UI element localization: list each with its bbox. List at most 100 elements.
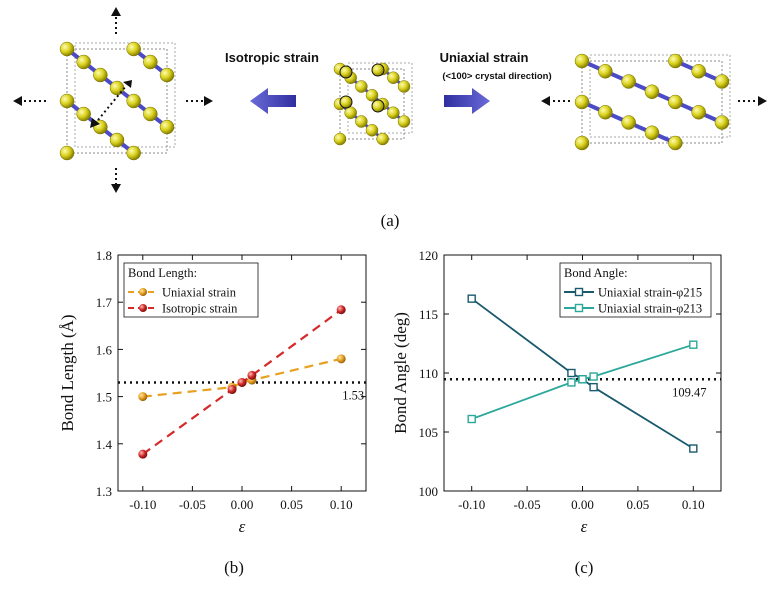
labeled-atom <box>371 99 385 113</box>
data-point <box>578 375 587 384</box>
atom <box>109 132 125 148</box>
atom <box>691 64 706 79</box>
atom <box>598 105 613 120</box>
data-point <box>138 449 148 459</box>
data-point <box>467 414 476 424</box>
data-point <box>138 392 148 402</box>
x-tick-label: 0.10 <box>682 497 705 512</box>
x-tick-label: 0.00 <box>231 497 254 512</box>
panel-label-a: (a) <box>381 211 400 230</box>
atom <box>668 135 683 151</box>
atom <box>598 64 613 79</box>
x-axis-label: ε <box>239 517 246 536</box>
atom <box>76 54 91 70</box>
x-tick-label: -0.05 <box>514 497 541 512</box>
atom <box>344 106 357 119</box>
atom <box>93 67 108 83</box>
labeled-atom <box>371 63 385 77</box>
data-point <box>336 305 346 315</box>
panel-label-c: (c) <box>575 558 594 577</box>
y-tick-label: 1.4 <box>96 437 113 452</box>
data-series <box>138 305 346 459</box>
atom <box>159 67 175 83</box>
isotropic-strain-direction-arrows <box>13 7 213 193</box>
atom <box>143 54 158 70</box>
y-tick-label: 105 <box>419 425 439 440</box>
atom <box>397 80 411 93</box>
atom <box>574 135 590 151</box>
data-point <box>589 372 598 381</box>
atom <box>59 41 75 57</box>
atom <box>387 106 400 119</box>
y-axis-label: Bond Length (Å) <box>58 314 77 431</box>
legend-entry-label: Uniaxial strain-φ215 <box>598 286 702 300</box>
series-line <box>142 357 342 398</box>
axis-ticks: -0.10 -0.05 0.00 0.05 0.10 100 105 110 115 120 <box>419 248 721 512</box>
atom <box>621 115 636 130</box>
atom <box>714 115 730 130</box>
reference-line: 1.53 <box>118 381 366 402</box>
atom <box>691 105 706 120</box>
atom <box>333 132 347 146</box>
data-point <box>689 340 698 349</box>
atom <box>574 53 590 69</box>
data-point <box>589 382 598 392</box>
y-tick-label: 1.8 <box>96 248 112 263</box>
data-point <box>567 368 576 378</box>
panel-label-b: (b) <box>224 558 244 577</box>
labeled-atom <box>339 95 353 109</box>
y-tick-label: 120 <box>419 248 439 263</box>
data-point <box>336 354 346 364</box>
data-point <box>227 385 237 395</box>
y-tick-label: 1.7 <box>96 295 113 310</box>
legend: Bond Angle: Uniaxial strain-φ215 Uniaxial … <box>559 262 712 318</box>
labeled-atom <box>339 65 353 79</box>
legend-entry-label: Uniaxial strain <box>162 286 237 300</box>
y-tick-label: 110 <box>419 366 438 381</box>
x-axis-label: ε <box>581 517 588 536</box>
atom <box>355 80 368 93</box>
atom <box>397 115 411 128</box>
uniaxial-transition-arrow <box>444 88 490 114</box>
legend-title: Bond Length: <box>128 266 197 280</box>
legend-swatch-marker <box>574 287 584 297</box>
data-point <box>237 377 247 387</box>
x-tick-label: -0.10 <box>458 497 485 512</box>
y-tick-label: 115 <box>419 307 438 322</box>
x-tick-label: 0.05 <box>280 497 303 512</box>
unit-cell-outline <box>581 60 723 144</box>
reference-label: 1.53 <box>342 388 364 402</box>
data-point <box>689 444 698 453</box>
x-tick-label: 0.05 <box>627 497 650 512</box>
series-line <box>471 297 694 450</box>
atom <box>159 119 175 135</box>
atom <box>574 94 590 110</box>
data-point <box>567 378 576 387</box>
x-tick-label: -0.10 <box>129 497 156 512</box>
atom <box>59 93 75 109</box>
atom <box>714 74 730 89</box>
x-tick-label: -0.05 <box>179 497 206 512</box>
legend-swatch-marker <box>139 288 147 296</box>
strain-illustration-panel: Isotropic strain Uniaxial strain (<100> … <box>13 7 767 230</box>
uniaxial-strain-sublabel: (<100> crystal direction) <box>442 71 551 82</box>
bond-length-chart: -0.10 -0.05 0.00 0.05 0.10 1.3 1.4 1.5 1.6 1.7 1.8… <box>58 248 367 577</box>
x-tick-label: 0.10 <box>330 497 353 512</box>
atom <box>109 80 125 96</box>
data-series <box>467 294 698 453</box>
legend-swatch-marker <box>139 304 147 312</box>
y-tick-label: 1.5 <box>96 390 112 405</box>
legend-swatch-marker <box>574 303 584 313</box>
y-tick-label: 1.6 <box>96 342 113 357</box>
atom <box>668 53 683 69</box>
crystal-isotropic-strain <box>59 41 176 161</box>
atom <box>126 93 141 109</box>
uniaxial-strain-label: Uniaxial strain <box>440 50 529 65</box>
crystal-unstrained <box>333 62 413 146</box>
atom <box>621 74 636 89</box>
atom <box>644 125 660 140</box>
atom <box>644 84 660 99</box>
atom <box>76 106 91 122</box>
atom <box>126 41 141 57</box>
